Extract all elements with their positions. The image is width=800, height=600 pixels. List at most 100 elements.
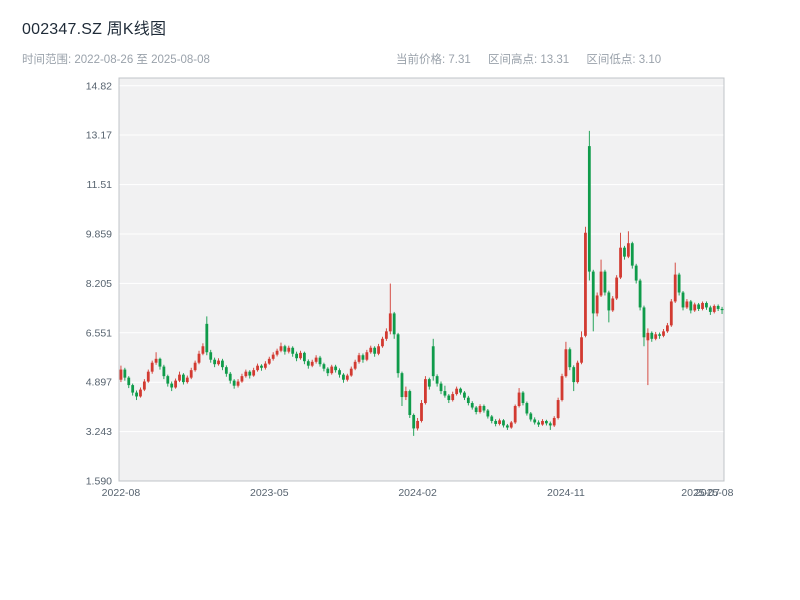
candle-body <box>260 365 263 368</box>
candle-body <box>708 307 712 312</box>
range-high-label: 区间高点: 13.31 <box>487 54 570 66</box>
candle-body <box>357 355 361 362</box>
candle-body <box>435 376 439 384</box>
candle-body <box>283 346 287 352</box>
candle-body <box>303 352 306 362</box>
candle-body <box>318 357 322 365</box>
candle-body <box>306 361 310 366</box>
candle-body <box>568 349 572 368</box>
candle-body <box>556 400 560 418</box>
candle-body <box>416 420 419 429</box>
x-axis-tick-label: 2025-07 <box>681 487 720 499</box>
candle-body <box>470 403 474 408</box>
candle-body <box>646 332 650 341</box>
candle-body <box>560 376 564 401</box>
candle-body <box>162 366 166 377</box>
candle-body <box>459 388 462 393</box>
candle-body <box>209 352 213 360</box>
candle-body <box>611 298 615 311</box>
candle-body <box>139 389 142 397</box>
range-low-label: 区间低点: 3.10 <box>586 54 662 66</box>
candle-body <box>353 361 357 369</box>
candle-body <box>513 406 517 423</box>
candle-body <box>263 363 267 368</box>
candle-body <box>666 325 669 332</box>
candle-body <box>135 392 138 397</box>
x-axis-tick-label: 2024-02 <box>398 487 437 499</box>
candle-body <box>392 313 396 335</box>
candle-body <box>572 367 576 383</box>
candle-body <box>603 271 607 293</box>
y-axis-tick-label: 8.205 <box>86 278 112 290</box>
candle-body <box>420 403 423 421</box>
candle-body <box>373 347 377 354</box>
candle-body <box>650 332 654 339</box>
candle-body <box>474 407 478 412</box>
candle-body <box>712 305 716 312</box>
candle-body <box>131 385 135 393</box>
candle-body <box>150 362 154 372</box>
candle-body <box>580 337 583 363</box>
price-stats: 当前价格: 7.31 区间高点: 13.31 区间低点: 3.10 <box>396 51 675 67</box>
candle-body <box>658 334 661 336</box>
candle-body <box>677 274 681 293</box>
candle-body <box>174 380 177 388</box>
candle-body <box>521 392 525 404</box>
candle-body <box>509 422 513 428</box>
candles-layer <box>119 130 724 436</box>
y-axis-tick-label: 9.859 <box>86 228 112 240</box>
candle-body <box>443 391 447 396</box>
y-axis-tick-label: 14.82 <box>86 80 112 92</box>
candle-body <box>240 376 244 382</box>
y-axis-tick-label: 3.243 <box>86 426 112 438</box>
candle-body <box>369 347 373 353</box>
candle-body <box>236 381 240 386</box>
candle-body <box>533 419 537 423</box>
candle-body <box>388 313 392 332</box>
candle-body <box>681 292 685 308</box>
candle-body <box>720 308 724 311</box>
candle-body <box>490 416 494 421</box>
candle-body <box>584 232 587 336</box>
candle-body <box>381 338 384 347</box>
candle-body <box>623 247 626 257</box>
candle-body <box>310 361 314 366</box>
candle-body <box>716 305 720 309</box>
candle-body <box>552 417 556 426</box>
candle-body <box>654 334 658 339</box>
candle-body <box>529 413 533 420</box>
x-axis-tick-label: 2024-11 <box>547 487 585 499</box>
candle-body <box>615 277 619 299</box>
candle-body <box>119 369 123 380</box>
candle-body <box>349 368 353 376</box>
candle-body <box>271 354 275 359</box>
candle-body <box>182 374 185 383</box>
candle-body <box>404 391 408 398</box>
candle-body <box>669 301 673 326</box>
candle-body <box>482 406 486 411</box>
candle-body <box>705 302 708 308</box>
candle-body <box>178 374 181 381</box>
candle-body <box>439 383 443 392</box>
candle-body <box>599 271 603 296</box>
candle-body <box>595 295 599 314</box>
candle-body <box>384 331 388 339</box>
candle-body <box>498 420 501 424</box>
candle-body <box>424 379 427 404</box>
candle-body <box>342 374 345 380</box>
y-axis-tick-label: 4.897 <box>86 377 112 389</box>
candle-body <box>146 371 150 382</box>
x-axis-tick-label: 2023-05 <box>250 487 289 499</box>
candle-body <box>626 243 630 257</box>
candle-body <box>478 406 482 412</box>
candle-body <box>193 362 197 371</box>
candle-body <box>607 292 611 311</box>
candle-body <box>221 360 224 368</box>
candle-body <box>685 301 689 308</box>
candle-body <box>634 265 638 281</box>
candle-body <box>326 368 330 374</box>
candle-body <box>185 377 189 383</box>
candle-body <box>587 146 591 272</box>
y-axis-tick-label: 1.590 <box>86 476 112 488</box>
